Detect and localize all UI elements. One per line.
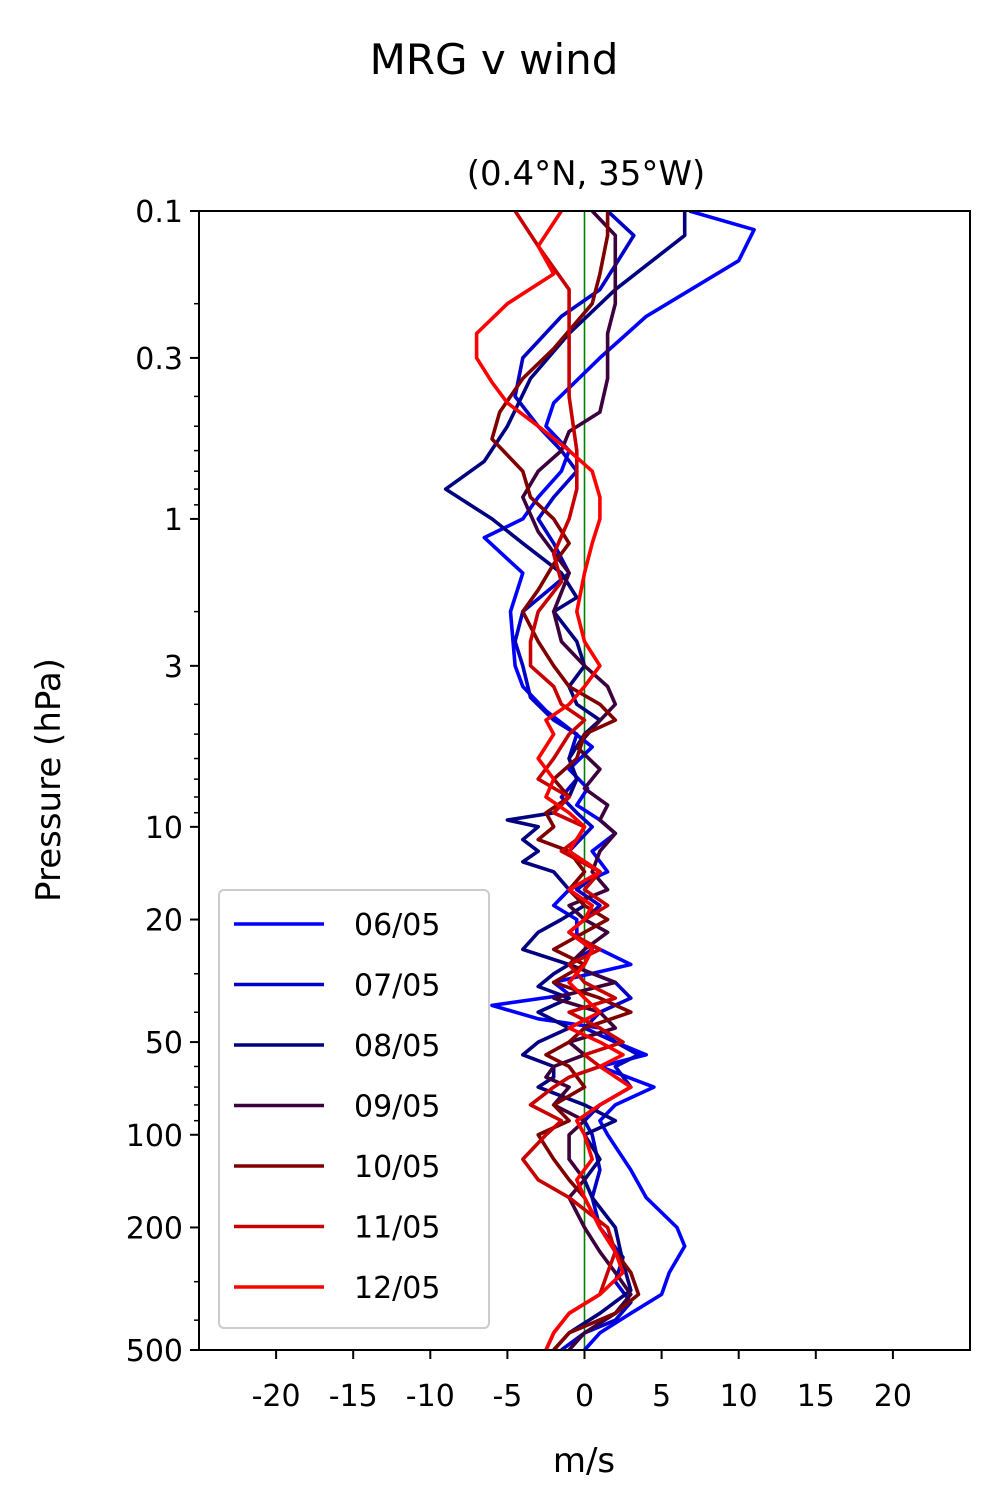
- series-line-06-05: [482, 211, 756, 1350]
- legend-frame: [218, 889, 490, 1329]
- y-tick-label: 500: [126, 1334, 183, 1369]
- legend-label: 12/05: [354, 1271, 440, 1306]
- y-tick-label: 100: [126, 1119, 183, 1154]
- legend-label: 10/05: [354, 1150, 440, 1185]
- legend-label: 11/05: [354, 1211, 440, 1246]
- y-axis-label: Pressure (hPa): [29, 658, 69, 902]
- series-line-10-05: [490, 211, 641, 1350]
- legend-label: 07/05: [354, 969, 440, 1004]
- x-axis-label: m/s: [553, 1441, 615, 1481]
- y-axis: 0.1 0.3 1 3 10 20 50 100 200 500: [126, 195, 199, 1369]
- legend: 06/05 07/05 08/05 09/05 10/05 11/05 12/05: [218, 889, 490, 1329]
- series-line-12-05: [474, 211, 633, 1350]
- series-layer: [443, 211, 756, 1350]
- x-tick-label: -15: [329, 1379, 378, 1414]
- legend-label: 06/05: [354, 908, 440, 943]
- x-tick-label: 20: [874, 1379, 912, 1414]
- y-tick-label: 200: [126, 1211, 183, 1246]
- x-tick-label: -20: [252, 1379, 301, 1414]
- chart-subtitle: (0.4°N, 35°W): [467, 154, 706, 194]
- x-tick-label: 15: [797, 1379, 835, 1414]
- y-tick-label: 0.1: [135, 195, 183, 230]
- series-line-11-05: [513, 211, 625, 1350]
- y-tick-label: 50: [145, 1026, 183, 1061]
- x-tick-label: 0: [575, 1379, 594, 1414]
- series-line-09-05: [521, 211, 633, 1350]
- y-tick-label: 20: [145, 904, 183, 939]
- y-tick-label: 3: [164, 650, 183, 685]
- y-tick-label: 1: [164, 503, 183, 538]
- x-tick-label: 10: [720, 1379, 758, 1414]
- x-tick-label: -10: [406, 1379, 455, 1414]
- x-tick-label: -5: [492, 1379, 522, 1414]
- y-tick-label: 10: [145, 811, 183, 846]
- legend-label: 09/05: [354, 1090, 440, 1125]
- chart-title: MRG v wind: [370, 35, 619, 84]
- x-tick-label: 5: [652, 1379, 671, 1414]
- x-axis: -20 -15 -10 -5 0 5 10 15 20: [252, 1350, 912, 1414]
- y-tick-label: 0.3: [135, 342, 183, 377]
- series-line-08-05: [443, 211, 687, 1350]
- legend-label: 08/05: [354, 1029, 440, 1064]
